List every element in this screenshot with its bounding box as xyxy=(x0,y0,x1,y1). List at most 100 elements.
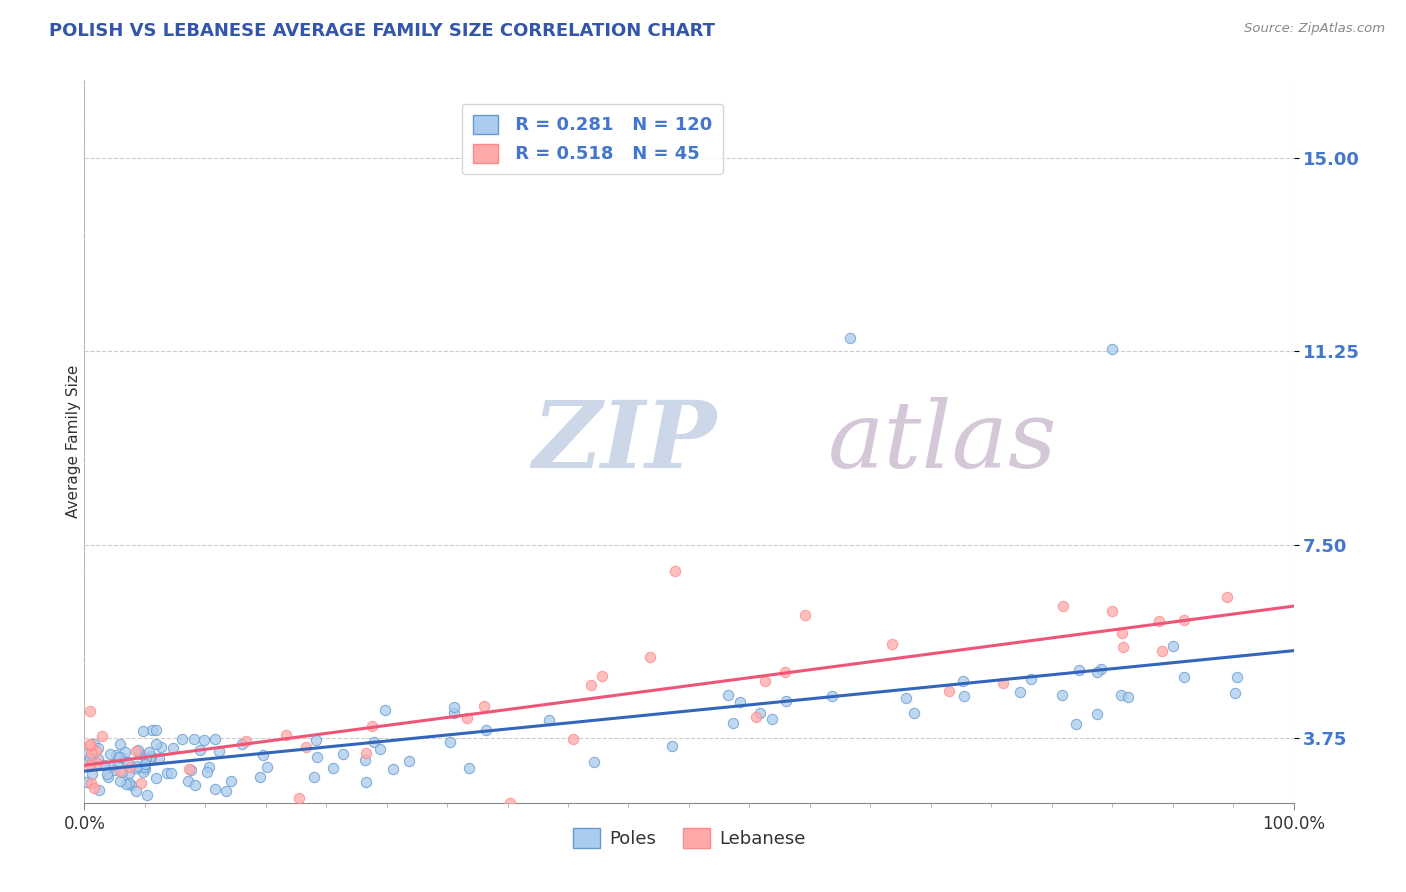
Point xyxy=(129,776,152,790)
Point xyxy=(145,737,167,751)
Point xyxy=(155,766,177,780)
Point xyxy=(1226,670,1249,684)
Point xyxy=(129,747,152,761)
Point xyxy=(108,750,131,764)
Point xyxy=(754,674,776,689)
Point xyxy=(1090,662,1112,676)
Point xyxy=(744,710,766,724)
Point xyxy=(443,706,465,720)
Point xyxy=(170,732,193,747)
Point xyxy=(363,735,385,749)
Point xyxy=(354,746,377,760)
Point xyxy=(125,761,148,775)
Point xyxy=(773,665,796,679)
Point xyxy=(104,748,127,763)
Point xyxy=(104,763,127,777)
Point xyxy=(302,770,325,784)
Point xyxy=(125,784,148,798)
Point xyxy=(135,751,157,765)
Point xyxy=(84,744,107,758)
Point xyxy=(728,695,751,709)
Point xyxy=(141,749,163,764)
Point xyxy=(276,728,298,742)
Point xyxy=(231,737,253,751)
Point xyxy=(138,745,160,759)
Point xyxy=(322,761,344,775)
Point xyxy=(87,741,110,756)
Point xyxy=(820,689,842,703)
Point xyxy=(98,747,121,761)
Point xyxy=(177,762,200,776)
Point xyxy=(108,737,131,751)
Point xyxy=(145,771,167,785)
Point xyxy=(145,723,167,738)
Point xyxy=(967,816,990,830)
Point xyxy=(177,774,200,789)
Point xyxy=(332,747,354,761)
Point xyxy=(1008,685,1031,699)
Text: Source: ZipAtlas.com: Source: ZipAtlas.com xyxy=(1244,22,1385,36)
Point xyxy=(1173,613,1195,627)
Point xyxy=(93,758,115,772)
Point xyxy=(134,762,156,776)
Point xyxy=(903,706,925,721)
Point xyxy=(90,730,112,744)
Point xyxy=(938,683,960,698)
Point xyxy=(215,784,238,798)
Point xyxy=(80,752,103,766)
Point xyxy=(368,742,391,756)
Point xyxy=(1150,643,1173,657)
Point xyxy=(664,564,686,578)
Text: POLISH VS LEBANESE AVERAGE FAMILY SIZE CORRELATION CHART: POLISH VS LEBANESE AVERAGE FAMILY SIZE C… xyxy=(49,22,716,40)
Point xyxy=(79,738,101,752)
Point xyxy=(162,741,184,756)
Point xyxy=(76,774,98,789)
Point xyxy=(180,763,202,777)
Point xyxy=(188,743,211,757)
Point xyxy=(1085,665,1108,679)
Point xyxy=(120,760,142,774)
Point xyxy=(896,691,918,706)
Point xyxy=(160,765,183,780)
Point xyxy=(138,751,160,765)
Point xyxy=(456,711,478,725)
Point xyxy=(439,735,461,749)
Point xyxy=(1161,639,1184,653)
Point xyxy=(1019,673,1042,687)
Point xyxy=(1223,686,1246,700)
Point xyxy=(97,770,120,784)
Point xyxy=(79,758,101,772)
Text: atlas: atlas xyxy=(828,397,1057,486)
Point xyxy=(83,781,105,796)
Point xyxy=(105,756,128,771)
Point xyxy=(582,755,605,769)
Point xyxy=(499,796,522,810)
Point xyxy=(249,770,271,784)
Point xyxy=(115,777,138,791)
Point xyxy=(880,637,903,651)
Point xyxy=(141,723,163,738)
Point xyxy=(195,765,218,780)
Point xyxy=(793,607,815,622)
Point xyxy=(839,331,862,345)
Point xyxy=(118,765,141,780)
Point xyxy=(76,746,98,760)
Point xyxy=(252,747,274,762)
Point xyxy=(96,767,118,781)
Point xyxy=(288,790,311,805)
Y-axis label: Average Family Size: Average Family Size xyxy=(66,365,80,518)
Point xyxy=(716,688,738,702)
Point xyxy=(117,755,139,769)
Point xyxy=(1101,604,1123,618)
Point xyxy=(761,712,783,726)
Point xyxy=(183,732,205,747)
Point xyxy=(1173,670,1195,684)
Point xyxy=(295,739,318,754)
Point xyxy=(79,738,101,752)
Point xyxy=(125,744,148,758)
Point xyxy=(354,753,377,767)
Point xyxy=(1052,599,1074,613)
Point xyxy=(108,764,131,778)
Point xyxy=(398,754,420,768)
Point xyxy=(579,678,602,692)
